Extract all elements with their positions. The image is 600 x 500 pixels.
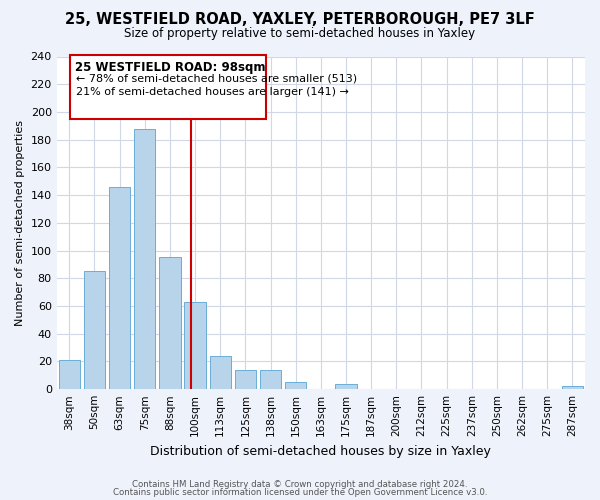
Bar (134, 128, 155, 389)
Bar (84, 272, 105, 389)
X-axis label: Distribution of semi-detached houses by size in Yaxley: Distribution of semi-detached houses by … (151, 444, 491, 458)
Bar (209, 356, 231, 389)
Y-axis label: Number of semi-detached properties: Number of semi-detached properties (15, 120, 25, 326)
Text: ← 78% of semi-detached houses are smaller (513): ← 78% of semi-detached houses are smalle… (76, 73, 356, 83)
Bar (260, 370, 281, 389)
Text: Contains HM Land Registry data © Crown copyright and database right 2024.: Contains HM Land Registry data © Crown c… (132, 480, 468, 489)
FancyBboxPatch shape (70, 55, 266, 119)
Text: 25 WESTFIELD ROAD: 98sqm: 25 WESTFIELD ROAD: 98sqm (74, 60, 265, 74)
Bar (562, 386, 583, 389)
Text: 21% of semi-detached houses are larger (141) →: 21% of semi-detached houses are larger (… (76, 87, 349, 97)
Bar (235, 370, 256, 389)
Bar (109, 187, 130, 389)
Bar (184, 302, 206, 389)
Text: Size of property relative to semi-detached houses in Yaxley: Size of property relative to semi-detach… (124, 28, 476, 40)
Bar (335, 384, 356, 389)
Bar (59, 360, 80, 389)
Bar (285, 382, 307, 389)
Bar (159, 258, 181, 389)
Text: Contains public sector information licensed under the Open Government Licence v3: Contains public sector information licen… (113, 488, 487, 497)
Text: 25, WESTFIELD ROAD, YAXLEY, PETERBOROUGH, PE7 3LF: 25, WESTFIELD ROAD, YAXLEY, PETERBOROUGH… (65, 12, 535, 28)
